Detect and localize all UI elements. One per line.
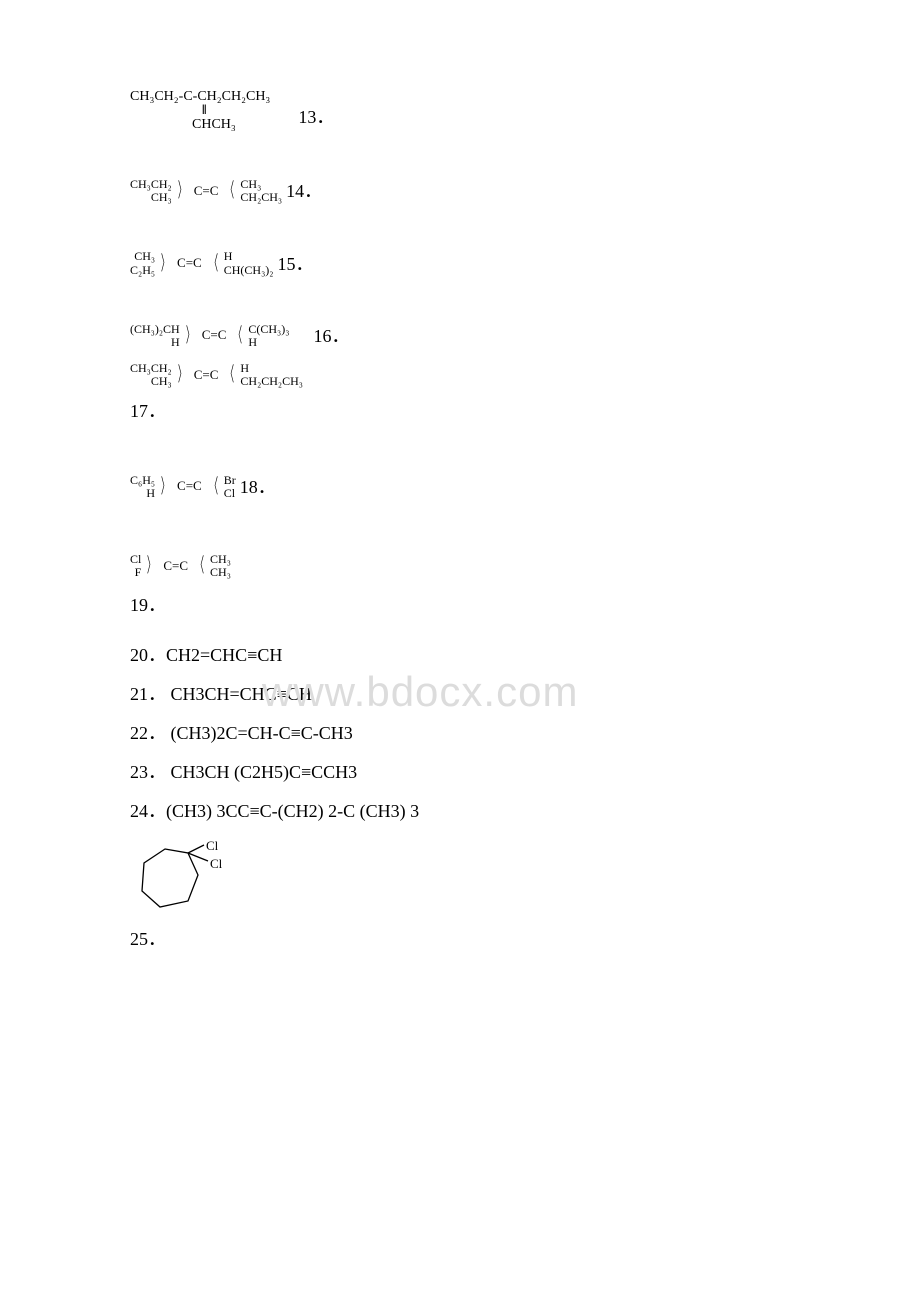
cec: C=C bbox=[200, 328, 229, 341]
q15-br: CH(CH₃)₂ bbox=[224, 264, 274, 277]
item-18: C₆H₅ H 〉 C=C 〈 Br Cl 18． bbox=[130, 474, 790, 500]
item-24: 24．(CH3) 3CC≡C-(CH2) 2-C (CH3) 3 bbox=[130, 799, 790, 824]
q16-tl: (CH₃)₂CH bbox=[130, 323, 180, 336]
item-21: 21． CH3CH=CHC≡CH bbox=[130, 682, 790, 707]
q18-br: Cl bbox=[224, 487, 236, 500]
item-17: CH₃CH₂ CH₃ 〉 C=C 〈 H CH₂CH₂CH₃ 17． bbox=[130, 355, 790, 424]
cec: C=C bbox=[192, 368, 221, 381]
q16-bl: H bbox=[130, 336, 180, 349]
item-13: CH₃CH₂-C-CH₂CH₂CH₃ ‖ CHCH₃ 13． bbox=[130, 90, 790, 132]
q18-bl: H bbox=[130, 487, 155, 500]
cec: C=C bbox=[175, 479, 204, 492]
q16-tr: C(CH₃)₃ bbox=[248, 323, 289, 336]
q17-num: 17． bbox=[130, 399, 790, 424]
q16-br: H bbox=[248, 336, 289, 349]
item-22: 22． (CH3)2C=CH-C≡C-CH3 bbox=[130, 721, 790, 746]
q13-line2: CHCH₃ bbox=[130, 118, 270, 132]
q25-cl1: Cl bbox=[206, 837, 218, 855]
q18-num: 18． bbox=[240, 475, 276, 500]
q19-br: CH₃ bbox=[210, 566, 231, 579]
q19-num: 19． bbox=[130, 593, 790, 618]
q17-br: CH₂CH₂CH₃ bbox=[240, 375, 303, 388]
document-content: CH₃CH₂-C-CH₂CH₂CH₃ ‖ CHCH₃ 13． CH₃CH₂ CH… bbox=[0, 0, 920, 952]
q13-num: 13． bbox=[298, 105, 334, 130]
item-23: 23． CH3CH (C2H5)C≡CCH3 bbox=[130, 760, 790, 785]
cec: C=C bbox=[161, 559, 190, 572]
q14-num: 14． bbox=[286, 179, 322, 204]
q15-bl: C₂H₅ bbox=[130, 264, 155, 277]
q19-bl: F bbox=[130, 566, 141, 579]
q17-bl: CH₃ bbox=[130, 375, 172, 388]
item-15: CH₃ C₂H₅ 〉 C=C 〈 H CH(CH₃)₂ 15． bbox=[130, 250, 790, 276]
cec: C=C bbox=[192, 184, 221, 197]
q18-tl: C₆H₅ bbox=[130, 474, 155, 487]
q18-tr: Br bbox=[224, 474, 236, 487]
q15-tr: H bbox=[224, 250, 274, 263]
q25-cl2: Cl bbox=[210, 855, 222, 873]
q14-bl: CH₃ bbox=[130, 191, 172, 204]
item-19: Cl F 〉 C=C 〈 CH₃ CH₃ 19． bbox=[130, 546, 790, 619]
q15-num: 15． bbox=[277, 252, 313, 277]
cec: C=C bbox=[175, 256, 204, 269]
q13-dbond: ‖ bbox=[130, 104, 270, 118]
item-25: Cl Cl 25． bbox=[130, 839, 790, 952]
q16-num: 16． bbox=[313, 324, 349, 349]
item-20: 20．CH2=CHC≡CH bbox=[130, 643, 790, 668]
q25-num: 25． bbox=[130, 927, 790, 952]
item-16: (CH₃)₂CH H 〉 C=C 〈 C(CH₃)₃ H 16． bbox=[130, 323, 790, 349]
q14-br: CH₂CH₃ bbox=[240, 191, 282, 204]
item-14: CH₃CH₂ CH₃ 〉 C=C 〈 CH₃ CH₂CH₃ 14． bbox=[130, 178, 790, 204]
q15-tl: CH₃ bbox=[130, 250, 155, 263]
q13-line1: CH₃CH₂-C-CH₂CH₂CH₃ bbox=[130, 90, 270, 104]
